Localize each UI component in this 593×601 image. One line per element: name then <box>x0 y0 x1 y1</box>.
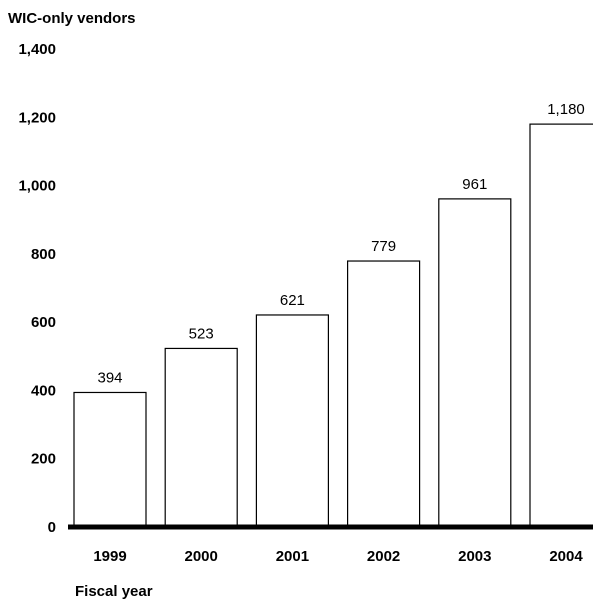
bar-2003 <box>438 198 512 528</box>
y-tick-label: 400 <box>31 382 56 399</box>
bar-2001 <box>255 314 329 528</box>
bar-1999 <box>73 391 147 528</box>
bar-2004 <box>529 123 593 528</box>
y-tick-label: 1,200 <box>18 109 56 126</box>
y-axis-ticks: 0 200 400 600 800 1,000 1,200 1,400 <box>18 41 56 536</box>
data-labels: 394 523 621 779 961 1,180 <box>97 101 584 386</box>
y-tick-label: 1,400 <box>18 41 56 58</box>
x-axis-title: Fiscal year <box>75 583 153 600</box>
data-label-1999: 394 <box>97 369 122 386</box>
bar-2002 <box>347 260 421 528</box>
data-label-2003: 961 <box>462 176 487 193</box>
y-tick-label: 0 <box>48 519 56 536</box>
bar-2000 <box>164 347 238 528</box>
y-tick-label: 600 <box>31 314 56 331</box>
x-tick-label: 1999 <box>93 548 126 565</box>
y-axis-title: WIC-only vendors <box>8 10 136 27</box>
data-label-2001: 621 <box>280 292 305 309</box>
data-label-2002: 779 <box>371 238 396 255</box>
x-tick-label: 2000 <box>185 548 218 565</box>
data-label-2000: 523 <box>189 325 214 342</box>
data-label-2004: 1,180 <box>547 101 585 118</box>
x-tick-label: 2004 <box>549 548 583 565</box>
y-tick-label: 1,000 <box>18 178 56 195</box>
bars <box>73 123 593 528</box>
x-tick-label: 2002 <box>367 548 400 565</box>
x-axis-ticks: 1999 2000 2001 2002 2003 2004 <box>93 548 583 565</box>
y-tick-label: 200 <box>31 451 56 468</box>
x-tick-label: 2001 <box>276 548 309 565</box>
x-tick-label: 2003 <box>458 548 491 565</box>
y-tick-label: 800 <box>31 246 56 263</box>
